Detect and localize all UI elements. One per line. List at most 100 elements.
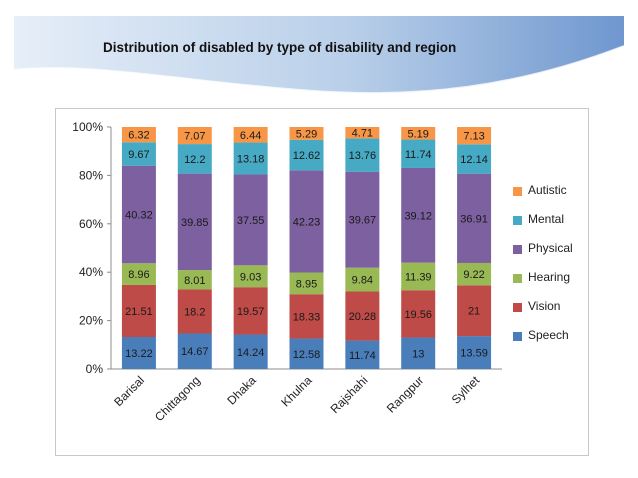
slide-title: Distribution of disabled by type of disa… <box>103 40 457 55</box>
bar-segment <box>345 171 380 268</box>
bar-segment <box>289 338 324 369</box>
bar-segment <box>289 127 324 140</box>
x-tick-label: Khulna <box>278 373 315 410</box>
data-label: 19.56 <box>404 309 432 321</box>
data-label: 39.12 <box>404 210 432 222</box>
bar-segment <box>457 173 492 263</box>
data-label: 14.24 <box>237 347 265 359</box>
legend-label: Autistic <box>528 183 567 197</box>
data-label: 14.67 <box>181 346 209 358</box>
y-tick-label: 40% <box>79 265 103 279</box>
x-tick-label: Barisal <box>111 373 147 409</box>
bar-segment <box>345 127 380 139</box>
bar-segment <box>233 334 268 369</box>
data-label: 12.14 <box>460 154 488 166</box>
bar-segment <box>401 337 436 369</box>
y-tick-label: 100% <box>72 120 103 134</box>
data-label: 7.07 <box>184 131 205 143</box>
bar-segment <box>121 142 156 166</box>
y-tick-label: 0% <box>86 362 104 376</box>
legend-label: Mental <box>528 212 565 226</box>
bar-segment <box>401 290 436 338</box>
bar-segment <box>401 127 436 140</box>
data-label: 39.67 <box>349 215 377 227</box>
bar-segment <box>233 142 268 175</box>
data-label: 6.32 <box>128 130 149 142</box>
legend-swatch <box>513 187 522 196</box>
data-label: 11.74 <box>405 149 432 161</box>
y-tick-label: 80% <box>79 168 103 182</box>
data-label: 7.13 <box>463 131 484 143</box>
data-label: 9.22 <box>463 269 484 281</box>
x-tick-label: Rajshahi <box>328 373 371 416</box>
data-label: 19.57 <box>237 306 265 318</box>
data-label: 9.67 <box>128 149 149 161</box>
bar-segment <box>457 285 492 337</box>
bar-segment <box>177 270 212 290</box>
data-label: 40.32 <box>125 209 153 221</box>
data-label: 12.62 <box>293 150 321 162</box>
data-label: 11.39 <box>405 271 432 283</box>
data-label: 9.03 <box>240 271 261 283</box>
legend-swatch <box>513 216 522 225</box>
x-tick-label: Chittagong <box>152 373 203 424</box>
bar-segment <box>177 289 212 334</box>
data-label: 37.55 <box>237 215 265 227</box>
data-label: 11.74 <box>349 350 376 362</box>
bar-segment <box>233 126 268 143</box>
bar-segment <box>457 336 492 369</box>
y-tick-label: 20% <box>79 314 103 328</box>
bar-segment <box>289 139 324 171</box>
data-label: 6.44 <box>240 130 261 142</box>
data-label: 13 <box>412 348 424 360</box>
legend-swatch <box>513 332 522 341</box>
stacked-bar-chart: 0% 20% 40% 60% 80% 100% 13.22 21.51 8.96 40.32 9.6… <box>72 120 502 424</box>
bar-segment <box>345 340 380 369</box>
data-label: 8.96 <box>128 269 149 281</box>
data-label: 18.2 <box>184 306 205 318</box>
bar-segment <box>121 337 156 369</box>
data-label: 12.58 <box>293 349 321 361</box>
legend-label: Physical <box>528 241 573 255</box>
bar-segment <box>345 291 380 341</box>
data-label: 13.18 <box>237 154 265 166</box>
bar-segment <box>121 284 156 338</box>
legend-label: Hearing <box>528 270 571 284</box>
slide-banner <box>13 16 625 95</box>
legend-label: Vision <box>528 299 561 313</box>
data-label: 20.28 <box>349 311 377 323</box>
data-label: 5.19 <box>408 128 429 140</box>
data-label: 8.95 <box>296 278 317 290</box>
data-label: 36.91 <box>460 213 488 225</box>
bar-segment <box>121 263 156 285</box>
bar-segment <box>457 144 492 174</box>
legend-label: Speech <box>528 328 569 342</box>
data-label: 13.76 <box>349 150 377 162</box>
data-label: 13.59 <box>460 348 488 360</box>
bar-segment <box>345 138 380 172</box>
legend-swatch <box>513 274 522 283</box>
bar-segment <box>177 127 212 145</box>
data-label: 39.85 <box>181 217 209 229</box>
data-label: 13.22 <box>125 348 153 360</box>
bar-segment <box>289 272 324 295</box>
bar-segment <box>233 265 268 288</box>
x-tick-label: Dhaka <box>224 373 259 408</box>
data-label: 21.51 <box>125 306 153 318</box>
data-label: 18.33 <box>293 311 321 323</box>
bar-segment <box>401 139 436 168</box>
data-label: 21 <box>468 306 480 318</box>
data-label: 5.29 <box>296 128 317 140</box>
bar-segment <box>177 173 212 271</box>
bar-segment <box>401 167 436 263</box>
bar-segment <box>345 267 380 292</box>
data-label: 12.2 <box>184 154 205 166</box>
bar-segment <box>457 127 492 145</box>
bar-segment <box>289 170 324 273</box>
bar-segment <box>233 174 268 266</box>
bar-segment <box>121 165 156 264</box>
bar-segment <box>457 262 492 286</box>
x-tick-label: Rangpur <box>384 373 426 415</box>
bar-segment <box>401 262 436 291</box>
bar-segment <box>121 127 156 143</box>
